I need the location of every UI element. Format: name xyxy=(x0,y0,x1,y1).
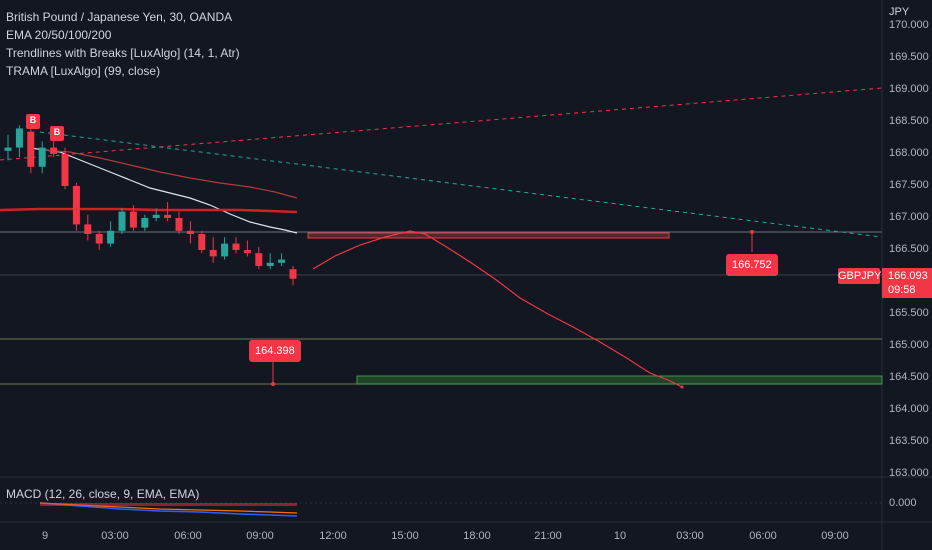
candle-body[interactable] xyxy=(38,147,46,167)
time-tick: 09:00 xyxy=(246,530,274,542)
macd-pane[interactable] xyxy=(0,502,882,517)
candle-body[interactable] xyxy=(243,250,251,254)
candle-body[interactable] xyxy=(15,128,23,148)
ema-line xyxy=(29,147,298,234)
candle-body[interactable] xyxy=(95,234,103,244)
indicator-ema[interactable]: EMA 20/50/100/200 xyxy=(6,28,112,42)
lower-target-callout[interactable]: 164.398 xyxy=(249,340,301,362)
candle-body[interactable] xyxy=(61,154,69,186)
indicator-trama[interactable]: TRAMA [LuxAlgo] (99, close) xyxy=(6,64,161,78)
candle-body[interactable] xyxy=(289,269,297,279)
price-tick: 165.500 xyxy=(889,307,929,319)
current-price-badge: 166.093 09:58 xyxy=(882,268,932,298)
candle-body[interactable] xyxy=(107,230,115,244)
support-zone[interactable] xyxy=(356,375,883,385)
candle-body[interactable] xyxy=(186,230,194,234)
candle-body[interactable] xyxy=(50,147,58,154)
price-tick: 169.000 xyxy=(889,83,929,95)
price-tick: 164.500 xyxy=(889,371,929,383)
candle-body[interactable] xyxy=(72,186,80,225)
price-tick: 165.000 xyxy=(889,339,929,351)
candle-body[interactable] xyxy=(198,234,206,250)
candle-body[interactable] xyxy=(118,211,126,231)
resistance-zone[interactable] xyxy=(307,232,670,239)
price-tick: 163.000 xyxy=(889,467,929,479)
ema-line-slow xyxy=(39,149,298,199)
candle-body[interactable] xyxy=(255,253,263,266)
buy-marker[interactable]: B xyxy=(50,126,64,141)
projected-path xyxy=(312,230,683,388)
price-tick: 164.000 xyxy=(889,403,929,415)
time-tick: 9 xyxy=(41,530,49,542)
trendline-upper[interactable] xyxy=(0,87,883,161)
bar-countdown: 09:58 xyxy=(888,284,916,296)
candle-body[interactable] xyxy=(27,131,35,167)
candle-body[interactable] xyxy=(175,218,183,231)
candle-body[interactable] xyxy=(232,243,240,250)
trama-line xyxy=(0,207,298,214)
price-tick: 168.000 xyxy=(889,147,929,159)
candle-body[interactable] xyxy=(152,214,160,218)
time-tick: 18:00 xyxy=(463,530,491,542)
time-tick: 06:00 xyxy=(749,530,777,542)
candle-body[interactable] xyxy=(129,211,137,228)
candle-body[interactable] xyxy=(266,262,274,266)
price-tick: 166.500 xyxy=(889,243,929,255)
time-tick: 12:00 xyxy=(319,530,347,542)
candles[interactable] xyxy=(4,122,297,286)
price-tick: 170.000 xyxy=(889,19,929,31)
price-tick: 169.500 xyxy=(889,51,929,63)
time-tick: 03:00 xyxy=(101,530,129,542)
macd-label[interactable]: MACD (12, 26, close, 9, EMA, EMA) xyxy=(6,487,200,501)
time-tick: 09:00 xyxy=(821,530,849,542)
currency-label: JPY xyxy=(889,6,910,18)
price-tick: 163.500 xyxy=(889,435,929,447)
buy-marker[interactable]: B xyxy=(26,114,40,129)
symbol-title[interactable]: British Pound / Japanese Yen, 30, OANDA xyxy=(6,10,233,24)
current-price: 166.093 xyxy=(888,270,928,282)
indicator-trendlines[interactable]: Trendlines with Breaks [LuxAlgo] (14, 1,… xyxy=(6,46,240,60)
time-tick: 06:00 xyxy=(174,530,202,542)
candle-body[interactable] xyxy=(209,250,217,257)
candle-body[interactable] xyxy=(164,214,172,218)
upper-target-callout[interactable]: 166.752 xyxy=(726,254,778,276)
time-tick: 10 xyxy=(613,530,627,542)
price-tick: 167.500 xyxy=(889,179,929,191)
candle-body[interactable] xyxy=(84,224,92,234)
trendline-lower[interactable] xyxy=(39,131,883,238)
time-tick: 21:00 xyxy=(534,530,562,542)
symbol-badge: GBPJPY xyxy=(838,268,882,284)
price-tick: 167.000 xyxy=(889,211,929,223)
candle-body[interactable] xyxy=(4,147,12,151)
candle-body[interactable] xyxy=(278,259,286,263)
macd-value: 0.000 xyxy=(889,497,917,509)
chart-legend: British Pound / Japanese Yen, 30, OANDA … xyxy=(6,8,240,80)
price-tick: 168.500 xyxy=(889,115,929,127)
candle-body[interactable] xyxy=(221,243,229,257)
time-tick: 03:00 xyxy=(676,530,704,542)
candle-body[interactable] xyxy=(141,218,149,228)
time-tick: 15:00 xyxy=(391,530,419,542)
